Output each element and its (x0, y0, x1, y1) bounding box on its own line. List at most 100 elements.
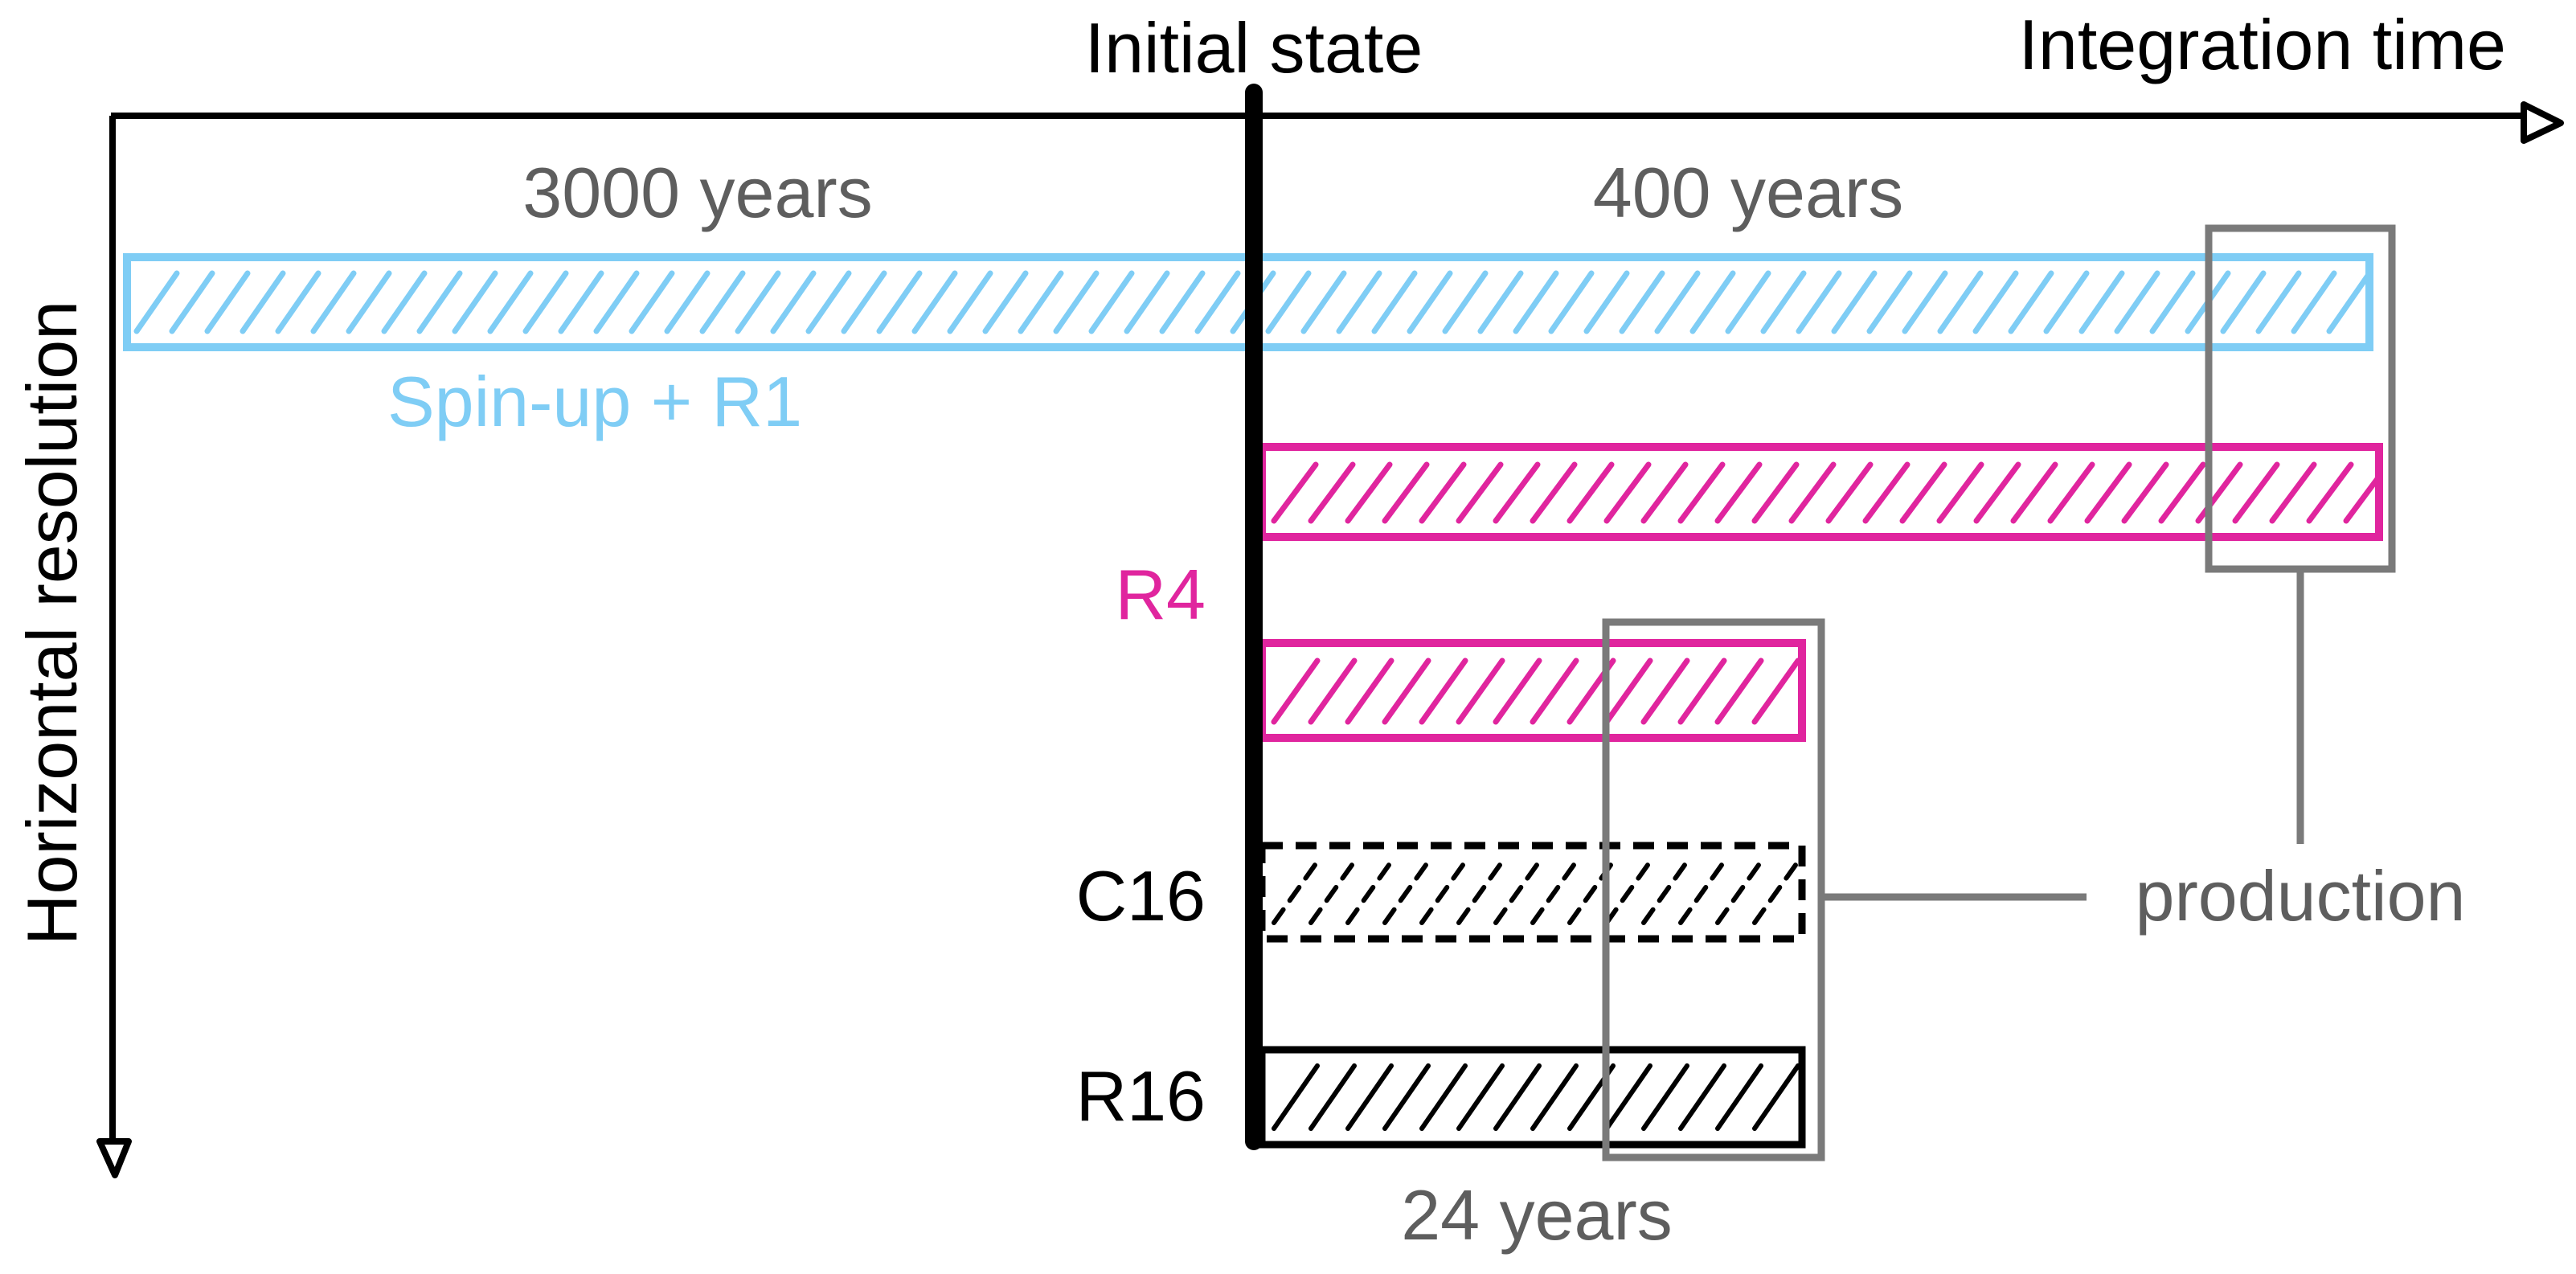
hatch-stroke (1640, 657, 1690, 725)
hatch-stroke (1308, 657, 1358, 725)
hatch-stroke (1530, 1063, 1579, 1131)
hatch-stroke (1382, 1063, 1431, 1131)
hatch-stroke (1345, 657, 1394, 725)
hatch-stroke (1300, 270, 1347, 334)
hatch-stroke (2121, 461, 2169, 524)
hatch-stroke (2158, 461, 2206, 524)
hatch-stroke (1493, 657, 1542, 725)
hatch-stroke (1493, 1063, 1542, 1131)
hatch-stroke (876, 270, 923, 334)
hatch-stroke (1866, 270, 1913, 334)
hatch-stroke (1265, 270, 1312, 334)
r4-short-bar (1258, 639, 1806, 742)
hatch-stroke (1159, 270, 1206, 334)
hatch-stroke (1654, 270, 1701, 334)
hatch-stroke (2078, 270, 2125, 334)
hatch-stroke (1308, 1063, 1357, 1131)
hatch-stroke (1271, 657, 1321, 725)
r16-label: R16 (1076, 1056, 1206, 1136)
hatch-stroke (1407, 270, 1453, 334)
r16-bar (1258, 1046, 1806, 1149)
short-duration-label: 24 years (1401, 1175, 1673, 1255)
hatch-stroke (1831, 270, 1878, 334)
hatch-stroke (982, 270, 1029, 334)
hatch-stroke (2306, 461, 2354, 524)
hatch-stroke (1796, 270, 1842, 334)
hatch-stroke (1088, 270, 1135, 334)
hatch-stroke (240, 270, 286, 334)
time-axis (111, 101, 2564, 144)
x-axis-label: Integration time (2018, 5, 2506, 84)
hatch-stroke (2010, 461, 2058, 524)
time-axis-arrowhead (2521, 101, 2564, 144)
hatch-stroke (1493, 859, 1542, 925)
hatch-stroke (1548, 270, 1595, 334)
hatch-stroke (629, 270, 675, 334)
hatch-stroke (133, 270, 180, 334)
hatch-stroke (1937, 270, 1984, 334)
hatch-stroke (1566, 461, 1615, 524)
c16-label: C16 (1076, 856, 1206, 936)
hatch-stroke (1419, 657, 1468, 725)
hatch-stroke (699, 270, 746, 334)
hatch-stroke (416, 270, 463, 334)
hatch-stroke (1619, 270, 1665, 334)
hatch-stroke (169, 270, 215, 334)
spinup-r1-label: Spin-up + R1 (387, 362, 802, 441)
hatch-stroke (1456, 859, 1505, 925)
hatch-stroke (1752, 1063, 1800, 1131)
hatch-stroke (1825, 461, 1874, 524)
hatch-stroke (2008, 270, 2054, 334)
hatch-stroke (310, 270, 357, 334)
hatch-stroke (2195, 461, 2243, 524)
hatch-stroke (947, 270, 993, 334)
hatch-stroke (1493, 461, 1541, 524)
hatch-stroke (1725, 270, 1771, 334)
hatch-stroke (1604, 1063, 1652, 1131)
hatch-stroke (522, 270, 569, 334)
hatch-stroke (2149, 270, 2196, 334)
production-box-short (1602, 618, 1825, 1161)
hatch-stroke (1053, 270, 1100, 334)
hatch-stroke (664, 270, 711, 334)
hatch-stroke (1018, 270, 1064, 334)
hatch-stroke (2269, 461, 2317, 524)
hatch-stroke (841, 270, 887, 334)
hatch-stroke (1382, 859, 1431, 925)
hatch-stroke (1382, 461, 1430, 524)
hatch-stroke (1640, 461, 1689, 524)
hatch-stroke (1477, 270, 1524, 334)
hatch-stroke (2326, 270, 2369, 334)
resolution-axis-arrowhead (96, 1138, 132, 1178)
production-label: production (2136, 856, 2466, 936)
hatch-stroke (2291, 270, 2337, 334)
hatch-stroke (1419, 1063, 1468, 1131)
hatch-stroke (1345, 461, 1393, 524)
hatch-stroke (1456, 1063, 1505, 1131)
initial-state-label: Initial state (1085, 8, 1423, 88)
hatch-stroke (1603, 461, 1652, 524)
hatch-stroke (770, 270, 817, 334)
hatch-stroke (1689, 270, 1736, 334)
y-axis-label: Horizontal resolution (12, 301, 92, 945)
hatch-stroke (381, 270, 428, 334)
hatch-stroke (1677, 657, 1727, 725)
hatch-stroke (1530, 859, 1579, 925)
hatch-stroke (1677, 461, 1726, 524)
hatch-stroke (1419, 859, 1468, 925)
hatch-stroke (346, 270, 392, 334)
hatch-stroke (1419, 461, 1467, 524)
hatch-stroke (1371, 270, 1418, 334)
hatch-stroke (593, 270, 640, 334)
hatch-stroke (1124, 270, 1170, 334)
hatch-stroke (275, 270, 321, 334)
hatch-stroke (2232, 461, 2280, 524)
hatch-stroke (1382, 657, 1431, 725)
hatch-stroke (1752, 859, 1800, 925)
hatch-stroke (1751, 657, 1801, 725)
hatch-stroke (2220, 270, 2267, 334)
hatch-stroke (452, 270, 498, 334)
hatch-stroke (1715, 1063, 1763, 1131)
resolution-axis (96, 116, 132, 1178)
spinup-duration-label: 3000 years (522, 153, 872, 232)
